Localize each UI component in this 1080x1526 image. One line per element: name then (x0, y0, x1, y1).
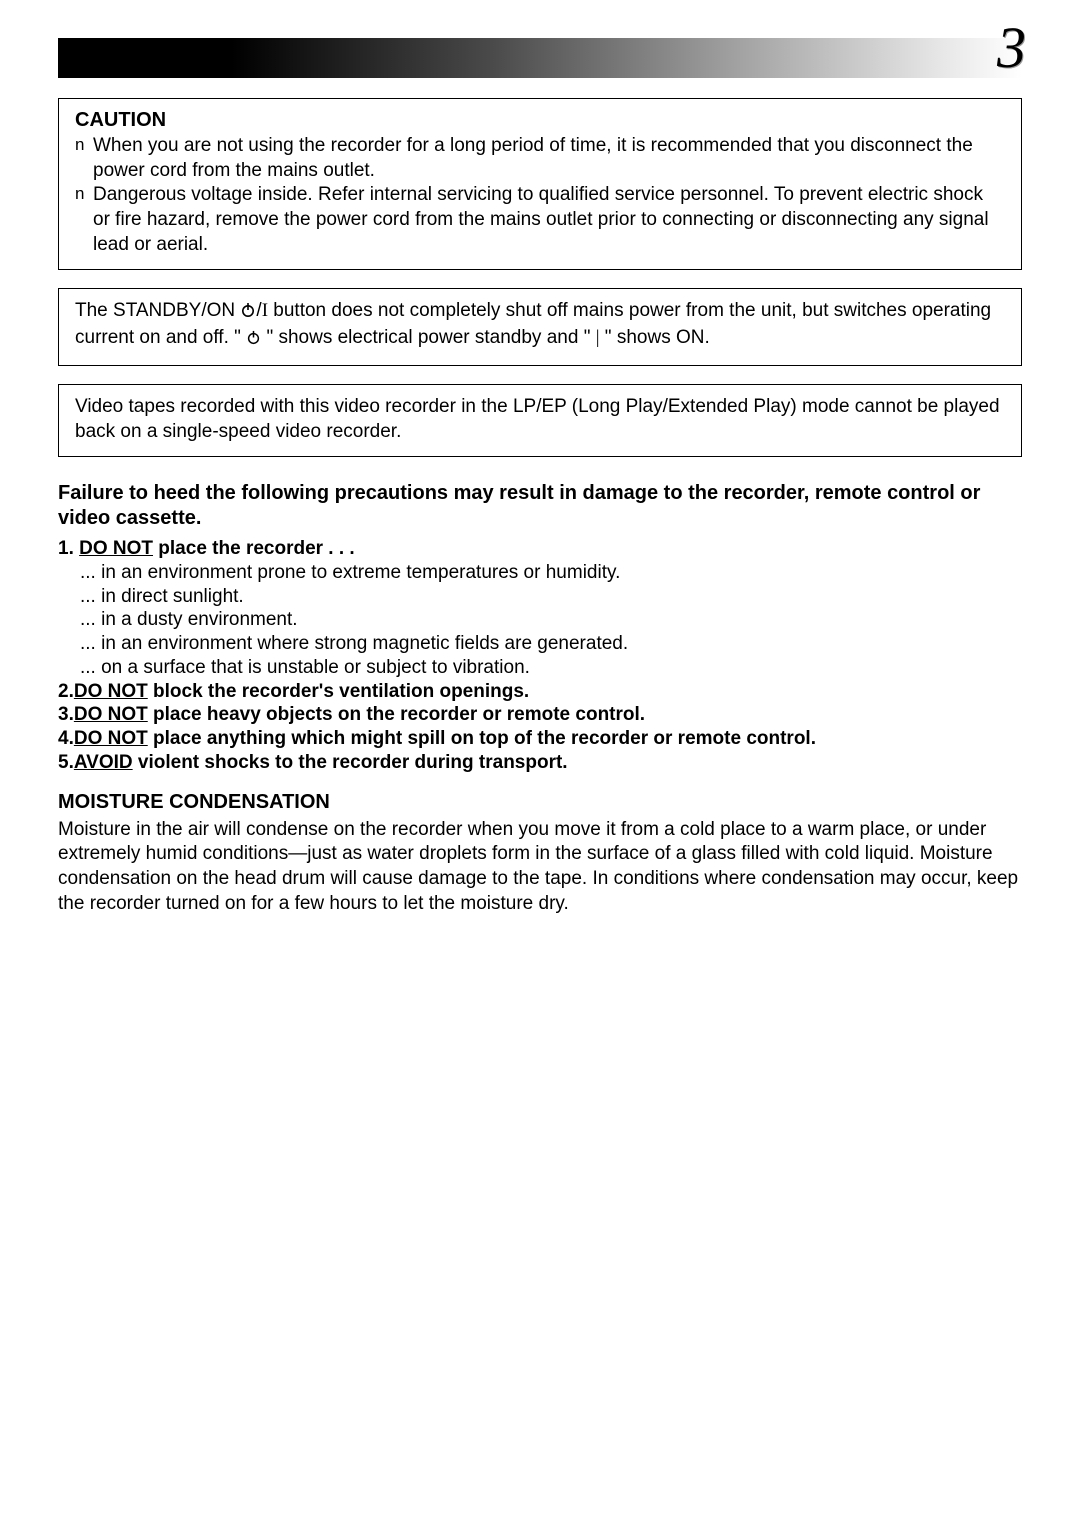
header-gradient-bar (58, 38, 1022, 78)
caution-bullet-text: When you are not using the recorder for … (93, 134, 1005, 183)
precaution-1-sub: ... in a dusty environment. (58, 608, 1022, 632)
precaution-1: 1. DO NOT place the recorder . . . (58, 537, 1022, 561)
num: 3. (58, 704, 74, 725)
power-on-icon (240, 301, 256, 326)
standby-post: " shows electrical power standby and " (261, 327, 596, 348)
moisture-title: MOISTURE CONDENSATION (58, 791, 1022, 814)
precaution-1-sub: ... in an environment where strong magne… (58, 632, 1022, 656)
caution-box: CAUTION n When you are not using the rec… (58, 98, 1022, 270)
bullet-mark: n (75, 134, 93, 183)
rest: place heavy objects on the recorder or r… (148, 704, 645, 725)
num: 5. (58, 752, 74, 773)
standby-text: The STANDBY/ON /I button does not comple… (75, 299, 1005, 352)
keyword: AVOID (74, 752, 133, 773)
precaution-2: 2.DO NOT block the recorder's ventilatio… (58, 680, 1022, 704)
standby-box: The STANDBY/ON /I button does not comple… (58, 288, 1022, 365)
precaution-3: 3.DO NOT place heavy objects on the reco… (58, 703, 1022, 727)
keyword: DO NOT (79, 538, 153, 559)
standby-pre: The STANDBY/ON (75, 300, 240, 321)
page-number: 3 (997, 14, 1026, 81)
keyword: DO NOT (74, 704, 148, 725)
keyword: DO NOT (74, 681, 148, 702)
precaution-5: 5.AVOID violent shocks to the recorder d… (58, 751, 1022, 775)
precaution-1-sub: ... in an environment prone to extreme t… (58, 561, 1022, 585)
precaution-4: 4.DO NOT place anything which might spil… (58, 727, 1022, 751)
bullet-mark: n (75, 183, 93, 257)
standby-tail: " shows ON. (600, 327, 710, 348)
tape-text: Video tapes recorded with this video rec… (75, 395, 1005, 444)
rest: violent shocks to the recorder during tr… (133, 752, 568, 773)
tape-box: Video tapes recorded with this video rec… (58, 384, 1022, 457)
caution-bullet-text: Dangerous voltage inside. Refer internal… (93, 183, 1005, 257)
keyword: DO NOT (74, 728, 148, 749)
power-standby-icon (246, 328, 261, 353)
precaution-1-sub: ... on a surface that is unstable or sub… (58, 656, 1022, 680)
moisture-body: Moisture in the air will condense on the… (58, 818, 1022, 917)
rest: block the recorder's ventilation opening… (148, 681, 529, 702)
failure-heading: Failure to heed the following precaution… (58, 481, 1022, 531)
caution-bullet-1: n When you are not using the recorder fo… (75, 134, 1005, 183)
num: 2. (58, 681, 74, 702)
page-content: CAUTION n When you are not using the rec… (58, 98, 1022, 916)
caution-bullet-2: n Dangerous voltage inside. Refer intern… (75, 183, 1005, 257)
num: 1. (58, 538, 79, 559)
num: 4. (58, 728, 74, 749)
rest: place anything which might spill on top … (148, 728, 816, 749)
rest: place the recorder . . . (153, 538, 355, 559)
caution-title: CAUTION (75, 109, 1005, 132)
precaution-1-sub: ... in direct sunlight. (58, 585, 1022, 609)
